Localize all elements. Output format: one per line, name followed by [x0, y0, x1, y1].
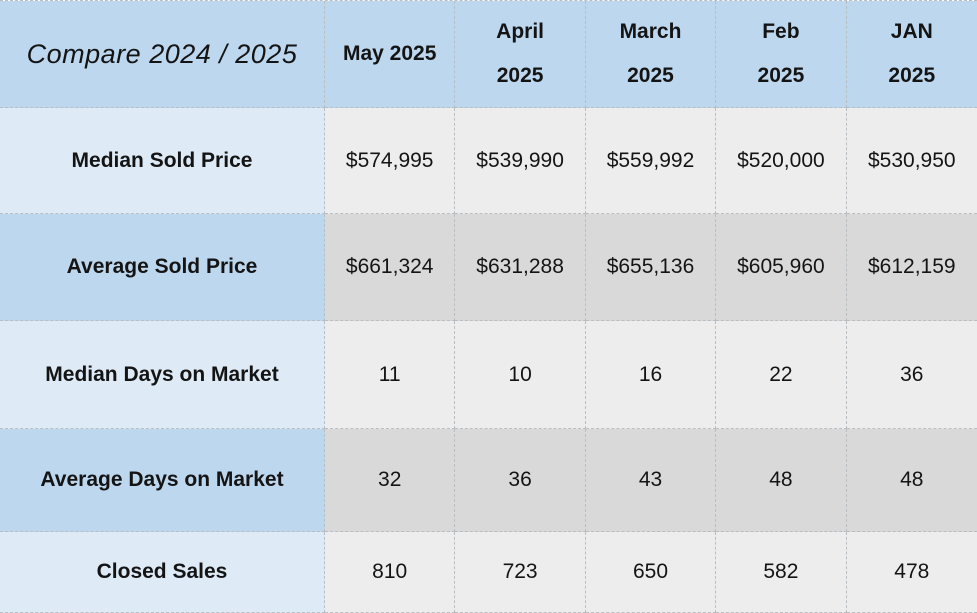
table-cell: 582 — [716, 532, 847, 613]
table-cell: $539,990 — [455, 108, 586, 214]
table-cell: 43 — [585, 429, 717, 532]
column-header-jan-2025: JAN 2025 — [846, 1, 977, 108]
column-header-feb-2025: Feb 2025 — [716, 1, 847, 108]
table-title: Compare 2024 / 2025 — [0, 1, 325, 108]
row-label-average-sold-price: Average Sold Price — [0, 214, 325, 321]
table-cell: 36 — [846, 321, 977, 429]
column-header-april-2025: April 2025 — [455, 1, 586, 108]
table-cell: 48 — [716, 429, 847, 532]
table-cell: $530,950 — [846, 108, 977, 214]
table-cell: 478 — [846, 532, 977, 613]
table-cell: $574,995 — [325, 108, 456, 214]
table-cell: $612,159 — [846, 214, 977, 321]
table-cell: $605,960 — [716, 214, 847, 321]
table-cell: 810 — [325, 532, 456, 613]
table-cell: $661,324 — [325, 214, 456, 321]
table-cell: $655,136 — [585, 214, 717, 321]
column-header-march-2025: March 2025 — [585, 1, 717, 108]
row-label-median-days-on-market: Median Days on Market — [0, 321, 325, 429]
row-label-median-sold-price: Median Sold Price — [0, 108, 325, 214]
table-cell: 32 — [325, 429, 456, 532]
row-label-average-days-on-market: Average Days on Market — [0, 429, 325, 532]
table-cell: 16 — [585, 321, 717, 429]
table-cell: 48 — [846, 429, 977, 532]
column-header-may-2025: May 2025 — [325, 1, 456, 108]
table-cell: 10 — [455, 321, 586, 429]
table-cell: 650 — [585, 532, 717, 613]
table-cell: 11 — [325, 321, 456, 429]
table-cell: $559,992 — [585, 108, 717, 214]
table-cell: $520,000 — [716, 108, 847, 214]
row-label-closed-sales: Closed Sales — [0, 532, 325, 613]
table-cell: 723 — [455, 532, 586, 613]
table-cell: $631,288 — [455, 214, 586, 321]
table-cell: 22 — [716, 321, 847, 429]
table-cell: 36 — [455, 429, 586, 532]
